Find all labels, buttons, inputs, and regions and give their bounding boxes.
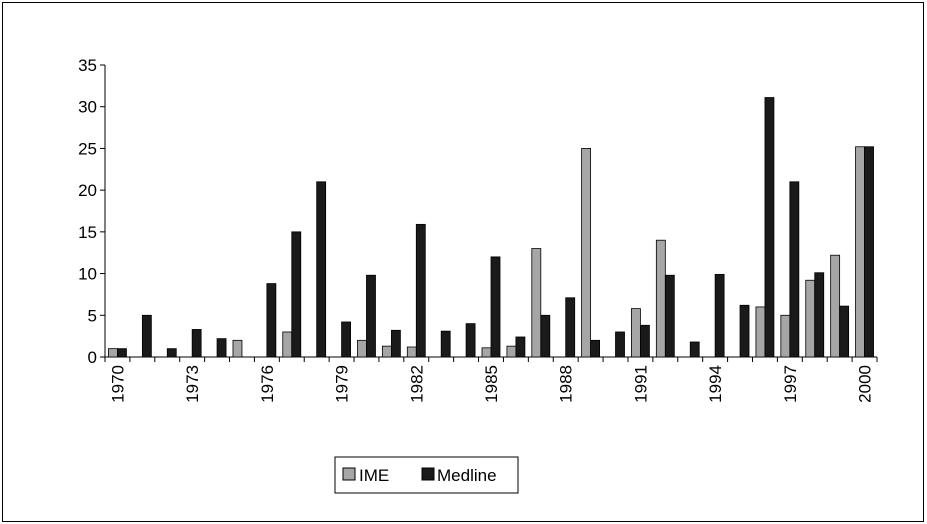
y-tick-label: 35 [78, 56, 97, 75]
y-tick-label: 30 [78, 98, 97, 117]
bar-ime-1975 [232, 339, 243, 358]
legend: IME Medline [334, 456, 519, 494]
x-axis: 1970 1973 1976 1979 1982 1985 1988 1991 1994 1997… [104, 356, 878, 403]
bar-medline-1997 [789, 181, 800, 358]
bar-medline-1979 [341, 321, 351, 358]
x-tick-label: 1973 [183, 365, 202, 403]
bar-ime-1987 [531, 248, 542, 358]
bar-medline-1972 [166, 348, 177, 358]
bar-medline-1974 [216, 338, 227, 358]
bar-medline-1998 [814, 272, 825, 358]
bar-medline-1976 [266, 283, 277, 358]
bar-medline-1990 [615, 331, 625, 358]
bar-medline-1983 [440, 330, 451, 358]
y-axis: 0 5 10 15 20 25 30 35 [78, 56, 106, 367]
bar-ime-1982 [406, 346, 417, 358]
y-tick-label: 25 [78, 139, 97, 158]
bar-medline-1989 [590, 339, 601, 358]
bar-ime-1981 [381, 345, 392, 358]
bar-ime-1977 [282, 331, 293, 358]
x-tick-label: 1979 [333, 365, 352, 403]
y-tick-label: 10 [78, 265, 97, 284]
legend-swatch-ime [342, 467, 356, 481]
bar-ime-1991 [631, 308, 641, 358]
bar-medline-1980 [366, 274, 376, 358]
bar-medline-1986 [515, 336, 526, 358]
bar-ime-1989 [581, 148, 592, 358]
x-tick-label: 1994 [706, 365, 725, 403]
bar-ime-1999 [830, 254, 841, 358]
bar-medline-1987 [540, 314, 551, 358]
bar-medline-1981 [390, 329, 401, 358]
x-tick-label: 1985 [482, 365, 501, 403]
bar-ime-2000 [855, 146, 865, 358]
legend-label-ime: IME [359, 466, 389, 485]
x-tick-label: 1988 [557, 365, 576, 403]
bar-medline-1996 [764, 97, 775, 358]
bar-medline-1988 [565, 297, 576, 358]
x-tick-label: 1982 [407, 365, 426, 403]
bar-medline-1992 [664, 274, 675, 358]
y-tick-label: 20 [78, 181, 97, 200]
x-tick-label: 1991 [631, 365, 650, 403]
bar-medline-1991 [640, 324, 650, 358]
x-tick-label: 1970 [108, 365, 127, 403]
bar-ime-1970 [108, 348, 118, 358]
legend-label-medline: Medline [437, 466, 497, 485]
bar-medline-1973 [191, 329, 202, 358]
bar-medline-1971 [141, 314, 152, 358]
bar-ime-1986 [506, 345, 517, 358]
bar-ime-1998 [805, 279, 816, 358]
bar-medline-1995 [739, 304, 750, 358]
x-tick-label: 1976 [258, 365, 277, 403]
bar-medline-1999 [839, 305, 850, 358]
bar-medline-1978 [316, 181, 327, 358]
y-tick-label: 5 [88, 306, 97, 325]
x-tick-label: 1997 [781, 365, 800, 403]
y-tick-label: 0 [88, 348, 97, 367]
bar-medline-1977 [291, 231, 302, 358]
x-tick-label: 2000 [856, 365, 875, 403]
bar-ime-1997 [780, 314, 791, 358]
bar-ime-1992 [655, 239, 666, 358]
bar-ime-1980 [357, 339, 367, 358]
bar-ime-1996 [755, 306, 766, 358]
bar-medline-1970 [117, 348, 127, 358]
bar-medline-1985 [490, 256, 501, 358]
bar-medline-1993 [689, 341, 700, 358]
bar-medline-1994 [714, 274, 725, 358]
y-tick-label: 15 [78, 223, 97, 242]
bar-medline-1982 [415, 223, 426, 358]
bars [108, 97, 874, 358]
bar-medline-1984 [465, 323, 476, 358]
bar-ime-1985 [481, 347, 492, 358]
bar-medline-2000 [864, 146, 874, 358]
legend-swatch-medline [421, 467, 435, 481]
